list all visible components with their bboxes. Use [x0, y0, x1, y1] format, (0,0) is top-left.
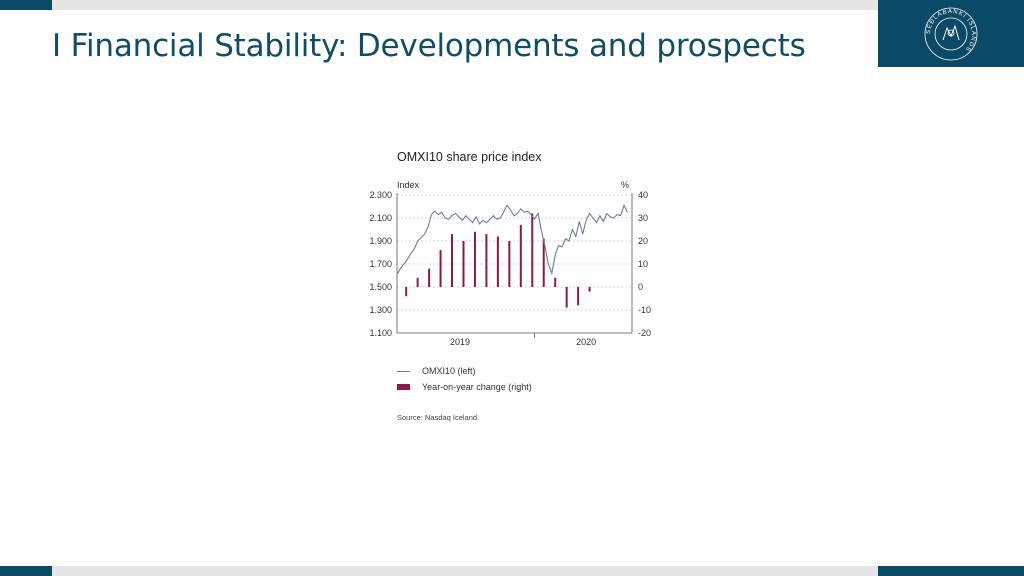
- logo-text: SEÐLABANKI ÍSLANDS: [926, 8, 975, 52]
- top-band: [0, 0, 1024, 10]
- bar: [439, 250, 442, 287]
- svg-text:SEÐLABANKI ÍSLANDS: SEÐLABANKI ÍSLANDS: [926, 8, 976, 52]
- bar: [485, 234, 488, 287]
- right-axis-label: %: [621, 180, 629, 190]
- bar: [451, 234, 454, 287]
- bottom-band-accent-right: [878, 566, 1024, 576]
- bottom-band-accent-left: [0, 566, 52, 576]
- bar: [416, 277, 419, 287]
- bar: [462, 241, 465, 287]
- legend-item-bar: Year-on-year change (right): [397, 379, 532, 395]
- bar: [405, 287, 408, 297]
- bar: [519, 224, 522, 287]
- bar: [531, 213, 534, 287]
- chart-legend: OMXI10 (left) Year-on-year change (right…: [397, 363, 532, 395]
- right-tick-label: 10: [638, 259, 648, 269]
- bar: [496, 236, 499, 287]
- right-tick-label: -20: [638, 328, 651, 338]
- chart-title: OMXI10 share price index: [397, 150, 542, 164]
- bar: [577, 287, 580, 306]
- left-tick-label: 1.900: [369, 236, 392, 246]
- bar: [588, 287, 591, 292]
- left-axis-label: Index: [397, 180, 420, 190]
- chart-figure: OMXI10 share price index 2.300 40 2.100 30 1…: [360, 145, 660, 435]
- source-note: Source: Nasdaq Iceland.: [397, 413, 480, 422]
- left-tick-label: 1.300: [369, 305, 392, 315]
- right-tick-label: 40: [638, 190, 648, 200]
- x-tick-label: 2020: [576, 337, 596, 347]
- right-tick-label: 30: [638, 213, 648, 223]
- x-tick-label: 2019: [450, 337, 470, 347]
- bar: [428, 268, 431, 287]
- legend-line-label: OMXI10 (left): [422, 366, 476, 376]
- left-tick-label: 1.100: [369, 328, 392, 338]
- bar: [473, 231, 476, 287]
- legend-bar-label: Year-on-year change (right): [422, 382, 532, 392]
- bar: [565, 287, 568, 308]
- left-tick-label: 2.100: [369, 213, 392, 223]
- page-title: I Financial Stability: Developments and …: [52, 28, 806, 64]
- legend-line-swatch: [397, 370, 410, 372]
- top-band-accent: [0, 0, 52, 10]
- bar: [542, 238, 545, 287]
- chart-svg: 2.300 40 2.100 30 1.900 20 1.700 10 1.500 0 1.300 -…: [369, 180, 651, 347]
- legend-bar-swatch: [397, 384, 410, 390]
- logo-box: SEÐLABANKI ÍSLANDS: [878, 0, 1024, 67]
- left-tick-label: 2.300: [369, 190, 392, 200]
- left-tick-label: 1.700: [369, 259, 392, 269]
- central-bank-seal-icon: SEÐLABANKI ÍSLANDS: [924, 7, 978, 60]
- left-tick-label: 1.500: [369, 282, 392, 292]
- omxi10-line: [396, 203, 628, 276]
- right-tick-label: -10: [638, 305, 651, 315]
- bottom-band: [0, 566, 1024, 576]
- right-tick-label: 0: [638, 282, 643, 292]
- bar: [508, 241, 511, 287]
- bar: [554, 277, 557, 287]
- legend-item-line: OMXI10 (left): [397, 363, 532, 379]
- right-tick-label: 20: [638, 236, 648, 246]
